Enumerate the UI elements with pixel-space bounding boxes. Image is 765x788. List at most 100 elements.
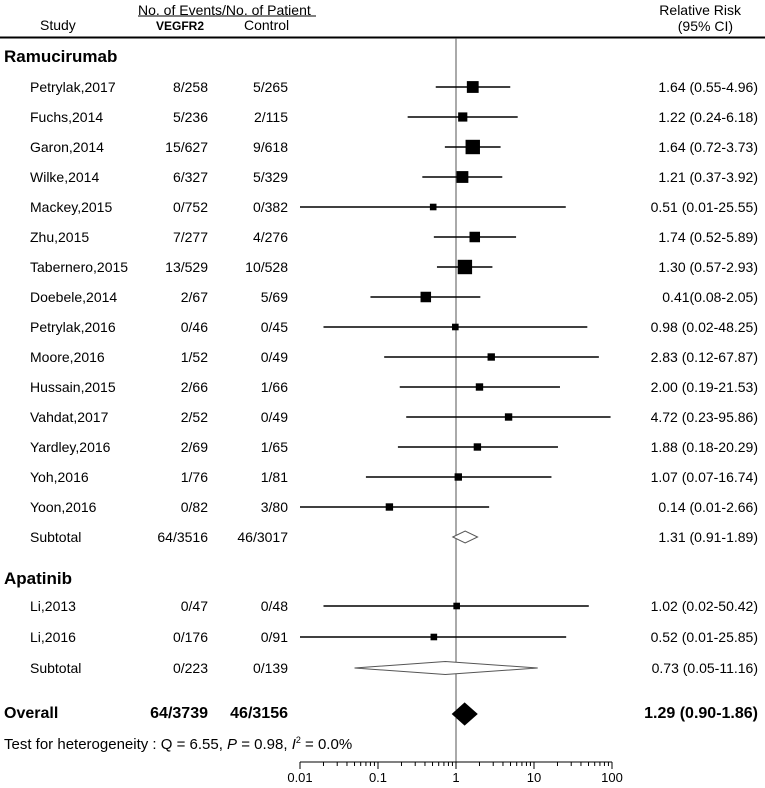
- control-events: 5/329: [252, 169, 288, 185]
- control-events: 0/45: [260, 319, 288, 335]
- point-estimate-square: [458, 112, 468, 122]
- study-name: Li,2016: [30, 629, 76, 645]
- relative-risk-ci: 0.51 (0.01-25.55): [650, 199, 758, 215]
- control-events: 9/618: [252, 139, 288, 155]
- relative-risk-ci: 4.72 (0.23-95.86): [650, 409, 758, 425]
- header-study: Study: [40, 17, 76, 33]
- x-tick-label: 100: [601, 770, 623, 785]
- x-tick-label: 0.01: [287, 770, 313, 785]
- subtotal-row: Subtotal 0/223 0/139 0.73 (0.05-11.16): [0, 658, 765, 678]
- vegfr2-events: 15/627: [165, 139, 208, 155]
- point-estimate-square: [465, 139, 480, 155]
- control-events: 1/66: [260, 379, 288, 395]
- relative-risk-ci: 1.02 (0.02-50.42): [650, 598, 758, 614]
- vegfr2-events: 64/3516: [157, 529, 208, 545]
- het-p-value: = 0.98,: [237, 736, 292, 753]
- relative-risk-ci: 1.88 (0.18-20.29): [650, 439, 758, 455]
- relative-risk-ci: 2.00 (0.19-21.53): [650, 379, 758, 395]
- study-name: Wilke,2014: [30, 169, 100, 185]
- control-events: 0/91: [260, 629, 288, 645]
- x-tick-label: 10: [526, 770, 542, 785]
- header-control: Control: [244, 17, 290, 33]
- vegfr2-events: 2/66: [180, 379, 208, 395]
- vegfr2-events: 1/76: [180, 469, 208, 485]
- relative-risk-ci: 1.29 (0.90-1.86): [644, 705, 758, 722]
- study-name: Vahdat,2017: [30, 409, 109, 425]
- study-name: Tabernero,2015: [30, 259, 129, 275]
- relative-risk-ci: 0.14 (0.01-2.66): [658, 499, 758, 515]
- vegfr2-events: 6/327: [172, 169, 208, 185]
- relative-risk-ci: 0.41(0.08-2.05): [662, 289, 758, 305]
- study-row: Li,2016 0/176 0/91 0.52 (0.01-25.85): [0, 627, 765, 647]
- study-row: Zhu,2015 7/277 4/276 1.74 (0.52-5.89): [0, 227, 765, 247]
- subtotal-diamond: [451, 530, 479, 544]
- study-row: Fuchs,2014 5/236 2/115 1.22 (0.24-6.18): [0, 107, 765, 127]
- study-name: Yardley,2016: [30, 439, 111, 455]
- control-events: 3/80: [260, 499, 288, 515]
- study-row: Yardley,2016 2/69 1/65 1.88 (0.18-20.29): [0, 437, 765, 457]
- relative-risk-ci: 1.07 (0.07-16.74): [650, 469, 758, 485]
- control-events: 0/139: [252, 660, 288, 676]
- vegfr2-events: 5/236: [172, 109, 208, 125]
- study-name: Subtotal: [30, 660, 82, 676]
- het-p-symbol: P: [227, 736, 238, 753]
- point-estimate-square: [420, 291, 432, 303]
- control-events: 46/3017: [237, 529, 288, 545]
- study-row: Garon,2014 15/627 9/618 1.64 (0.72-3.73): [0, 137, 765, 157]
- point-estimate-square: [453, 602, 460, 610]
- vegfr2-events: 0/46: [180, 319, 208, 335]
- vegfr2-events: 2/69: [180, 439, 208, 455]
- point-estimate-square: [452, 323, 459, 331]
- relative-risk-ci: 0.73 (0.05-11.16): [651, 660, 758, 676]
- study-row: Hussain,2015 2/66 1/66 2.00 (0.19-21.53): [0, 377, 765, 397]
- subtotal-diamond: [354, 660, 538, 676]
- study-name: Garon,2014: [30, 139, 104, 155]
- control-events: 2/115: [254, 109, 288, 125]
- point-estimate-square: [473, 443, 482, 451]
- header-rr-line1: Relative Risk: [659, 2, 741, 18]
- heterogeneity-text: Test for heterogeneity : Q = 6.55, P = 0…: [4, 731, 352, 754]
- control-events: 46/3156: [230, 705, 288, 722]
- vegfr2-events: 0/176: [172, 629, 208, 645]
- study-row: Doebele,2014 2/67 5/69 0.41(0.08-2.05): [0, 287, 765, 307]
- relative-risk-ci: 1.30 (0.57-2.93): [658, 259, 758, 275]
- study-row: Petrylak,2017 8/258 5/265 1.64 (0.55-4.96): [0, 77, 765, 97]
- point-estimate-square: [475, 383, 484, 391]
- study-row: Yoon,2016 0/82 3/80 0.14 (0.01-2.66): [0, 497, 765, 517]
- vegfr2-events: 0/223: [172, 660, 208, 676]
- study-name: Moore,2016: [30, 349, 105, 365]
- study-row: Vahdat,2017 2/52 0/49 4.72 (0.23-95.86): [0, 407, 765, 427]
- relative-risk-ci: 1.74 (0.52-5.89): [658, 229, 758, 245]
- vegfr2-events: 2/67: [180, 289, 208, 305]
- het-i-value: = 0.0%: [300, 736, 353, 753]
- vegfr2-events: 64/3739: [150, 705, 208, 722]
- control-events: 5/69: [260, 289, 288, 305]
- control-events: 4/276: [252, 229, 288, 245]
- relative-risk-ci: 2.83 (0.12-67.87): [650, 349, 758, 365]
- point-estimate-square: [385, 503, 394, 511]
- control-events: 1/65: [260, 439, 288, 455]
- study-name: Doebele,2014: [30, 289, 118, 305]
- point-estimate-square: [456, 171, 469, 183]
- control-events: 1/81: [260, 469, 288, 485]
- header-events: No. of Events/No. of Patient: [138, 2, 311, 18]
- study-row: Mackey,2015 0/752 0/382 0.51 (0.01-25.55): [0, 197, 765, 217]
- vegfr2-events: 7/277: [172, 229, 208, 245]
- control-events: 0/382: [252, 199, 288, 215]
- study-row: Petrylak,2016 0/46 0/45 0.98 (0.02-48.25): [0, 317, 765, 337]
- het-prefix: Test for heterogeneity : Q = 6.55,: [4, 736, 228, 753]
- study-name: Yoh,2016: [30, 469, 89, 485]
- section-ramucirumab: Ramucirumab: [4, 47, 118, 66]
- point-estimate-square: [430, 633, 438, 641]
- study-name: Li,2013: [30, 598, 76, 614]
- point-estimate-square: [457, 259, 473, 275]
- study-name: Overall: [4, 705, 59, 722]
- study-name: Fuchs,2014: [30, 109, 104, 125]
- overall-row: Overall 64/3739 46/3156 1.29 (0.90-1.86): [0, 704, 765, 724]
- relative-risk-ci: 1.21 (0.37-3.92): [658, 169, 758, 185]
- x-tick-label: 0.1: [368, 770, 388, 785]
- point-estimate-square: [429, 203, 437, 211]
- control-events: 5/265: [252, 79, 288, 95]
- control-events: 10/528: [245, 259, 288, 275]
